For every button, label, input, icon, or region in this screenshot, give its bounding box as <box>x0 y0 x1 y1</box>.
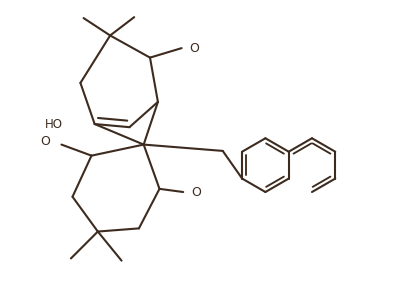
Text: HO: HO <box>45 118 63 130</box>
Text: O: O <box>191 186 201 198</box>
Text: O: O <box>189 42 199 55</box>
Text: O: O <box>40 135 50 148</box>
